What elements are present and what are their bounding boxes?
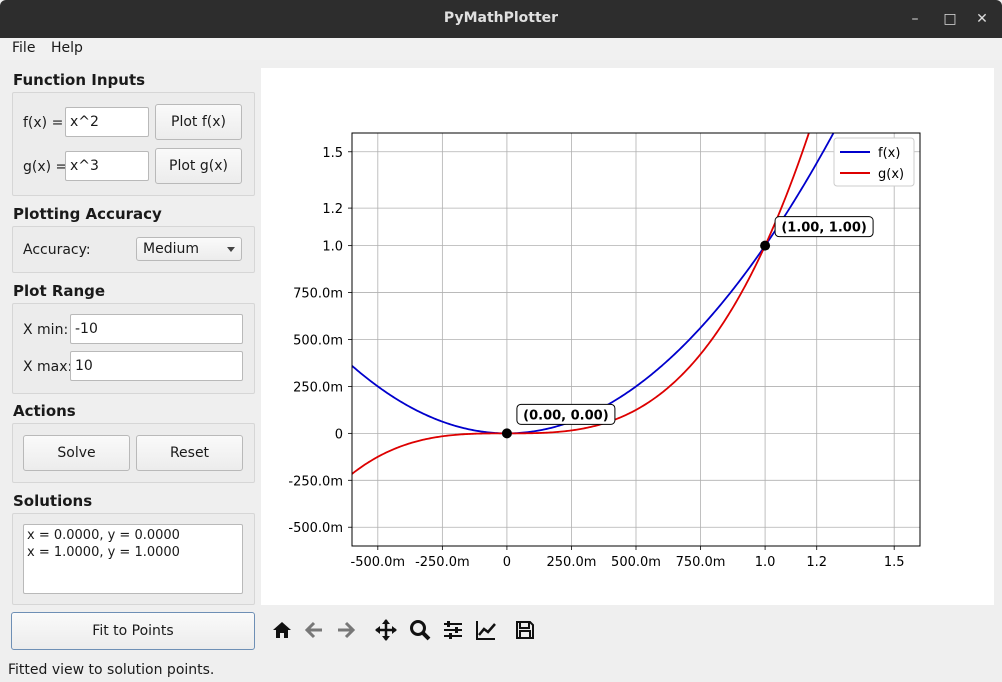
- legend-label: f(x): [878, 146, 900, 161]
- actions-title: Actions: [13, 402, 76, 420]
- x-tick-label: 1.2: [806, 555, 827, 570]
- accuracy-label: Accuracy:: [23, 242, 91, 258]
- title-bar: PyMathPlotter – □ ✕: [0, 0, 1002, 38]
- forward-arrow-icon[interactable]: [332, 616, 360, 644]
- chevron-down-icon: [227, 247, 235, 252]
- series-line-fx: [352, 133, 835, 435]
- y-tick-label: 500.0m: [293, 334, 343, 349]
- x-tick-label: 750.0m: [676, 555, 726, 570]
- plot-canvas[interactable]: -500.0m -250.0m 0 250.0m 500.0m 750.0m 1.0 1.2 1…: [261, 68, 994, 605]
- solution-line: x = 0.0000, y = 0.0000: [27, 528, 180, 543]
- point-annotation-box: [516, 403, 616, 425]
- y-tick-label: 1.0: [322, 240, 343, 255]
- x-tick-label: -500.0m: [351, 555, 406, 570]
- window-title: PyMathPlotter: [443, 10, 559, 26]
- xmax-input[interactable]: 10: [70, 351, 243, 381]
- plotting-accuracy-title: Plotting Accuracy: [13, 205, 162, 223]
- chart-svg: -500.0m -250.0m 0 250.0m 500.0m 750.0m 1.0 1.2 1…: [288, 132, 921, 570]
- x-tick-label: 1.5: [884, 555, 905, 570]
- function-inputs-title: Function Inputs: [13, 71, 146, 89]
- solutions-title: Solutions: [13, 492, 93, 510]
- y-tick-label: 1.5: [322, 146, 343, 161]
- fit-to-points-button[interactable]: Fit to Points: [11, 612, 255, 650]
- menu-file[interactable]: File: [12, 40, 36, 56]
- point-annotation-box: [774, 216, 874, 238]
- plot-range-title: Plot Range: [13, 282, 106, 300]
- series-line-gx: [352, 133, 810, 475]
- solve-button[interactable]: Solve: [23, 435, 130, 471]
- xmax-label: X max:: [23, 359, 73, 375]
- minimize-icon[interactable]: –: [911, 11, 919, 27]
- accuracy-selected-value: Medium: [143, 241, 199, 257]
- back-arrow-icon[interactable]: [300, 616, 328, 644]
- y-tick-label: 250.0m: [293, 380, 343, 395]
- solution-point: [501, 428, 512, 439]
- solutions-list[interactable]: x = 0.0000, y = 0.0000 x = 1.0000, y = 1…: [23, 524, 243, 594]
- x-tick-label: 0: [503, 555, 511, 570]
- xmin-input[interactable]: -10: [70, 314, 243, 344]
- plot-g-button[interactable]: Plot g(x): [155, 148, 242, 184]
- menu-help[interactable]: Help: [51, 40, 83, 56]
- configure-subplots-icon[interactable]: [439, 616, 467, 644]
- f-input[interactable]: x^2: [65, 107, 149, 137]
- solution-line: x = 1.0000, y = 1.0000: [27, 545, 180, 560]
- point-annotation-label: (0.00, 0.00): [523, 408, 609, 423]
- y-tick-label: 1.2: [322, 202, 343, 217]
- close-icon[interactable]: ✕: [976, 11, 988, 27]
- y-tick-label: 0: [335, 427, 343, 442]
- legend-label: g(x): [878, 167, 904, 182]
- status-text: Fitted view to solution points.: [8, 662, 215, 678]
- point-annotation-label: (1.00, 1.00): [781, 221, 867, 236]
- accuracy-select[interactable]: Medium: [136, 237, 242, 261]
- y-tick-label: -250.0m: [288, 474, 343, 489]
- xmin-label: X min:: [23, 322, 69, 338]
- edit-axis-icon[interactable]: [472, 616, 500, 644]
- plot-f-button[interactable]: Plot f(x): [155, 104, 242, 140]
- y-tick-label: -500.0m: [288, 521, 343, 536]
- x-tick-label: -250.0m: [415, 555, 470, 570]
- x-tick-label: 500.0m: [611, 555, 661, 570]
- x-tick-label: 1.0: [755, 555, 776, 570]
- axes-frame: [351, 132, 921, 547]
- zoom-icon[interactable]: [406, 616, 434, 644]
- status-bar: Fitted view to solution points.: [0, 658, 1002, 682]
- x-tick-label: 250.0m: [547, 555, 597, 570]
- menu-bar: File Help: [0, 38, 1002, 60]
- g-input[interactable]: x^3: [65, 151, 149, 181]
- g-label: g(x) =: [23, 159, 68, 175]
- pan-icon[interactable]: [372, 616, 400, 644]
- y-tick-label: 750.0m: [293, 287, 343, 302]
- reset-button[interactable]: Reset: [136, 435, 243, 471]
- home-icon[interactable]: [268, 616, 296, 644]
- f-label: f(x) =: [23, 115, 64, 131]
- solution-point: [760, 240, 771, 251]
- save-icon[interactable]: [511, 616, 539, 644]
- maximize-icon[interactable]: □: [943, 11, 957, 27]
